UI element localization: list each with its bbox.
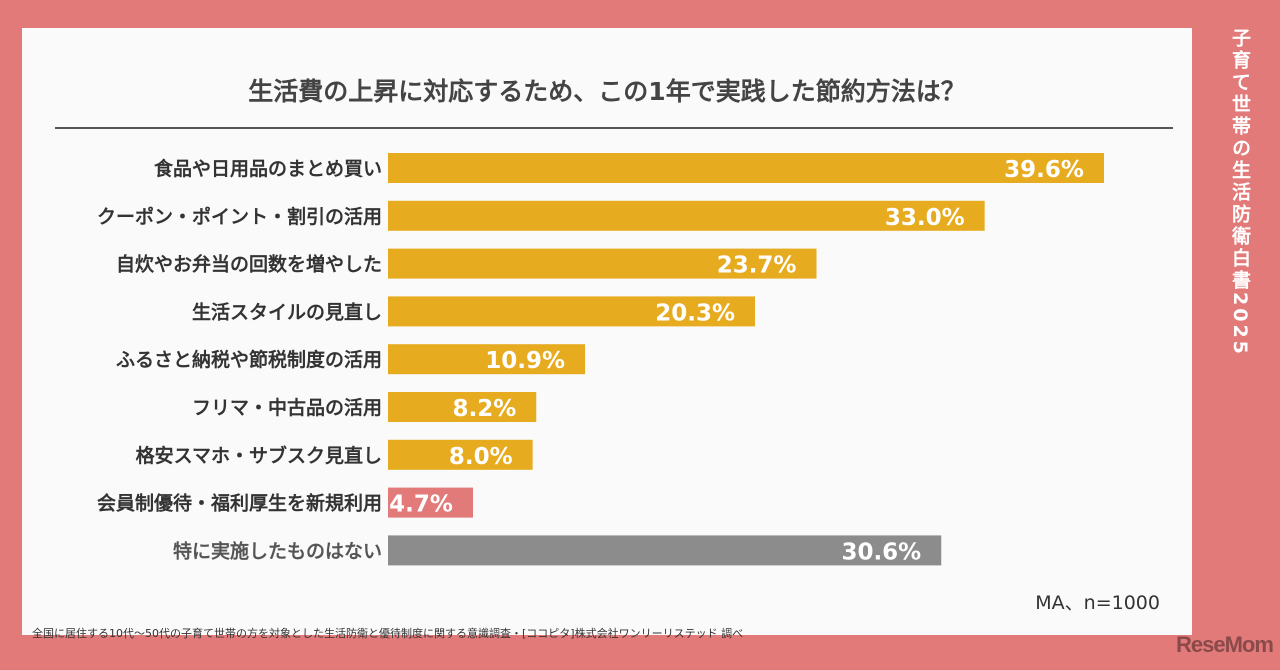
category-label: 自炊やお弁当の回数を増やした [116,253,382,276]
value-label: 33.0% [885,205,965,231]
sample-note: MA、n=1000 [1035,592,1160,614]
category-label: クーポン・ポイント・割引の活用 [97,205,382,228]
bar [388,153,1104,183]
category-label: ふるさと納税や節税制度の活用 [116,348,382,371]
value-label: 20.3% [655,300,735,326]
value-label: 4.7% [389,492,453,518]
chart-title: 生活費の上昇に対応するため、この1年で実践した節約方法は？ [248,77,966,106]
title-divider [55,127,1173,129]
value-label: 23.7% [717,253,797,279]
source-text: 全国に居住する10代〜50代の子育て世帯の方を対象とした生活防衛と優待制度に関す… [32,627,744,640]
side-title: 子育て世帯の生活防衛白書2025 [1229,28,1251,357]
bar [388,392,537,422]
bar [388,535,942,566]
bar [388,487,473,518]
bar [388,248,817,279]
bar [388,296,756,327]
value-label: 30.6% [841,539,921,565]
chart-panel: 生活費の上昇に対応するため、この1年で実践した節約方法は？ MA、n=1000 … [22,28,1192,640]
category-label: 生活スタイルの見直し [192,300,382,323]
category-label: フリマ・中古品の活用 [192,396,382,419]
value-label: 8.0% [449,444,513,470]
bar [388,200,985,231]
category-label: 会員制優待・福利厚生を新規利用 [97,492,382,515]
category-label: 食品や日用品のまとめ買い [154,157,382,180]
value-label: 39.6% [1004,157,1084,183]
category-label: 格安スマホ・サブスク見直し [136,444,382,467]
bar [388,344,586,375]
value-label: 8.2% [452,396,516,422]
bar [388,439,533,470]
value-label: 10.9% [485,348,565,374]
category-label: 特に実施したものはない [173,539,382,562]
resemom-logo: ReseMom [1176,632,1274,657]
